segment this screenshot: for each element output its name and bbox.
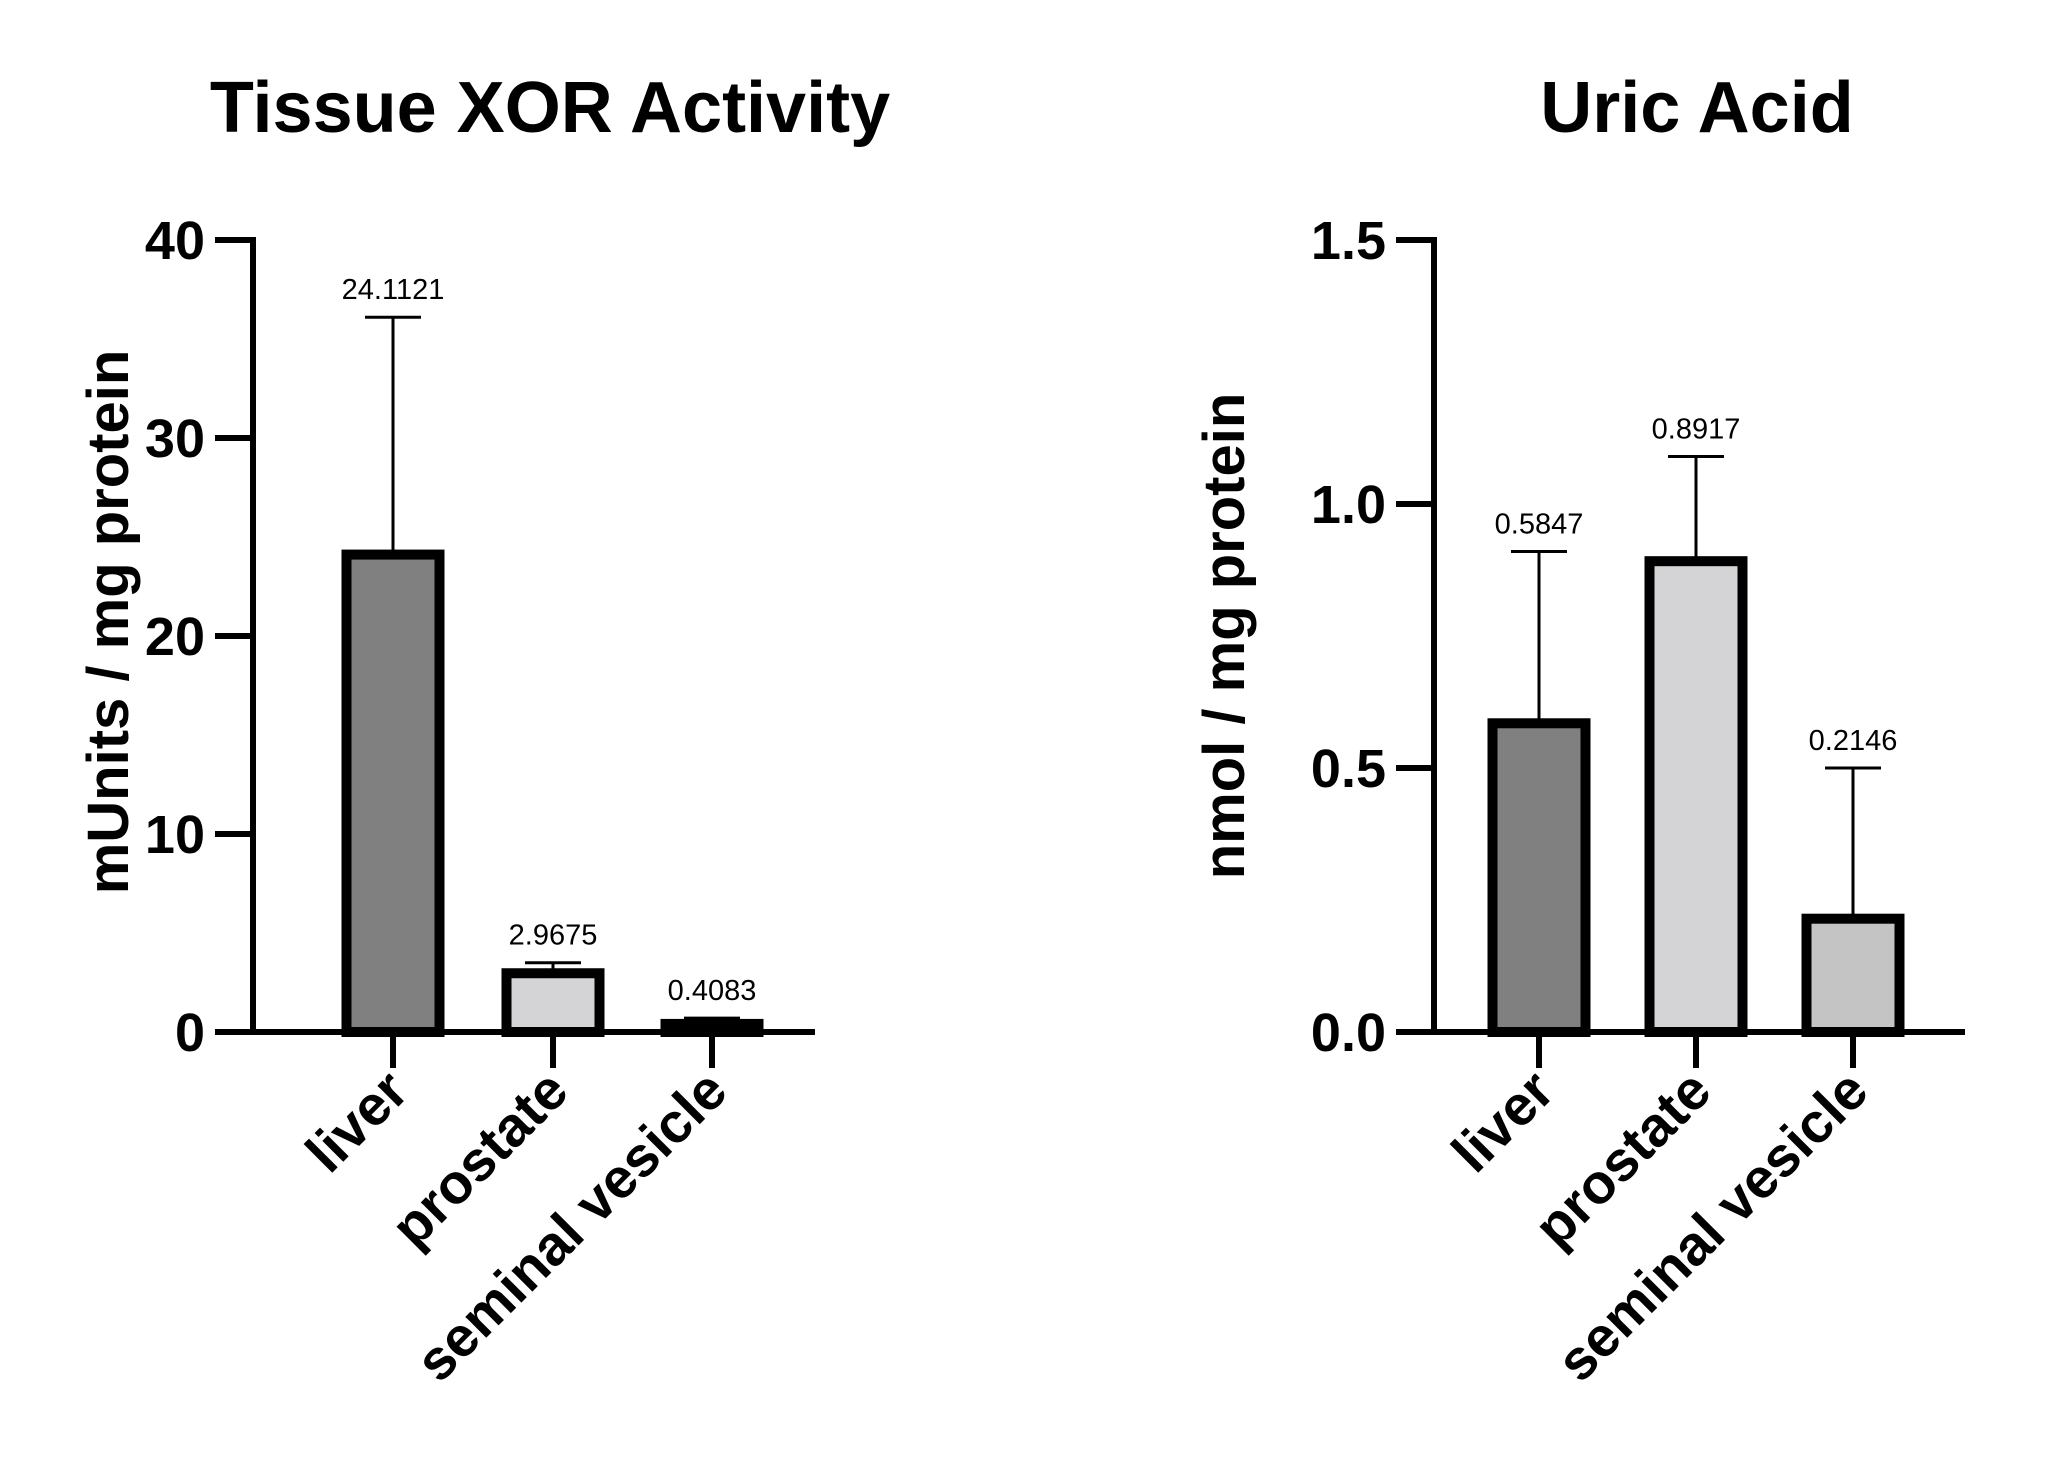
y-tick-label: 20 [145, 607, 205, 667]
data-label: 0.4083 [668, 975, 757, 1007]
bar-prostate [1644, 556, 1748, 1037]
data-label: 24.1121 [342, 274, 445, 306]
bar-liver [1487, 718, 1591, 1037]
y-tick-label: 1.5 [1311, 211, 1386, 271]
data-label: 0.5847 [1495, 509, 1584, 541]
chart-title: Uric Acid [1540, 68, 1853, 148]
y-tick-label: 30 [145, 409, 205, 469]
y-tick-label: 1.0 [1311, 475, 1386, 535]
bar-seminal-vesicle [1801, 913, 1905, 1038]
y-tick-label: 0 [175, 1003, 205, 1063]
y-axis-label: nmol / mg protein [1192, 393, 1257, 880]
y-tick-label: 10 [145, 805, 205, 865]
y-tick-label: 0.0 [1311, 1003, 1386, 1063]
data-label: 0.2146 [1809, 725, 1898, 757]
y-tick-label: 40 [145, 211, 205, 271]
chart-uric-acid: Uric Acid nmol / mg protein 0.5847 0.8917… [1192, 68, 1965, 1393]
chart-title: Tissue XOR Activity [210, 68, 890, 148]
data-label: 0.8917 [1652, 413, 1741, 445]
y-axis-label: mUnits / mg protein [76, 350, 141, 895]
y-tick-label: 0.5 [1311, 739, 1386, 799]
data-label: 2.9675 [509, 920, 598, 952]
bar-liver [341, 549, 445, 1038]
bar-prostate [501, 968, 605, 1038]
